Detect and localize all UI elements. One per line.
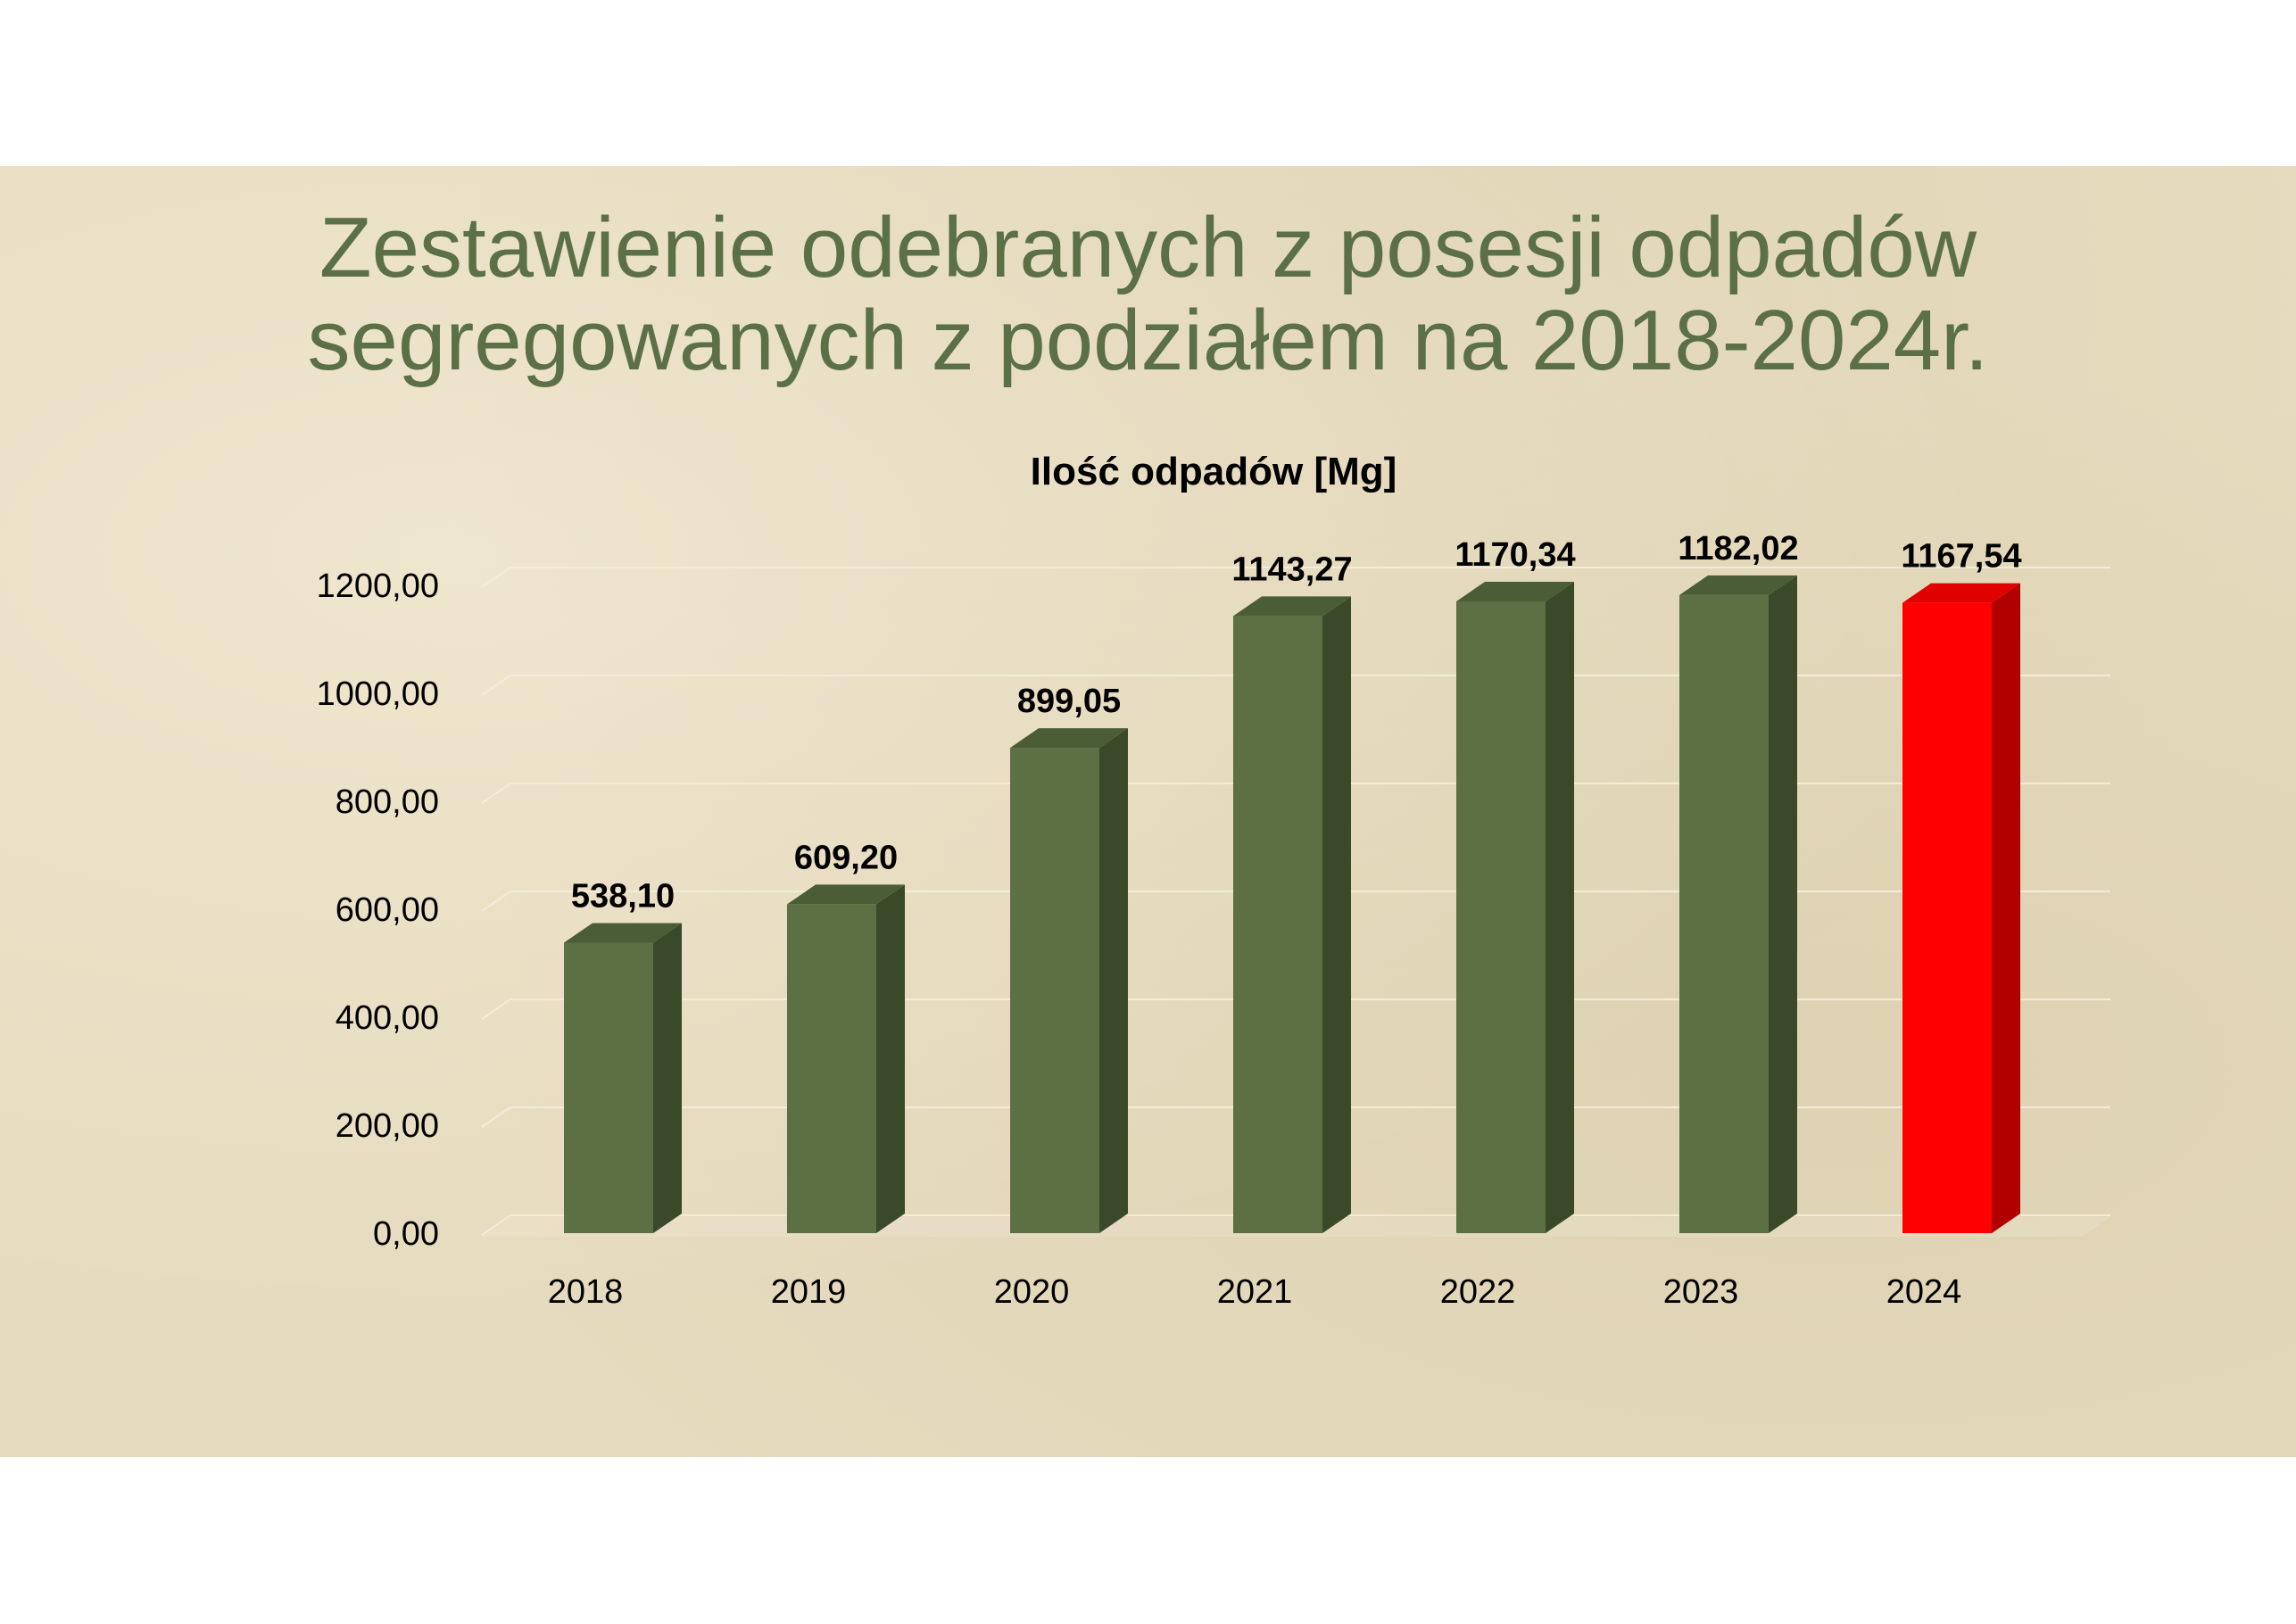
bar-top [1233, 596, 1351, 617]
bar-front [1902, 602, 1992, 1233]
bar-2020 [1010, 728, 1128, 1233]
y-tick-label: 0,00 [373, 1215, 439, 1253]
x-tick-label: 2021 [1217, 1273, 1293, 1311]
data-label: 899,05 [1017, 683, 1121, 720]
chart-data-labels: 538,10 609,20 899,05 1143,27 1170,34 1182,02 1… [571, 530, 2022, 916]
data-label: 1167,54 [1901, 538, 2021, 576]
data-label: 1170,34 [1455, 536, 1575, 574]
bar-2019 [787, 884, 905, 1233]
data-label: 1182,02 [1678, 530, 1798, 568]
bar-side [876, 884, 905, 1233]
bar-2021 [1233, 596, 1351, 1233]
bar-top [1456, 581, 1574, 601]
slide-title-line-2: segregowanych z podziałem na 2018-2024r. [307, 293, 1989, 388]
slide-title: Zestawienie odebranych z posesji odpadów… [0, 202, 2296, 387]
bar-front [1010, 748, 1099, 1233]
bar-side [1322, 596, 1351, 1233]
data-label: 609,20 [794, 839, 898, 876]
bar-2022 [1456, 581, 1574, 1233]
bar-chart: 0,00 200,00 400,00 600,00 800,00 1000,00 1200,… [317, 450, 2110, 1311]
x-tick-label: 2020 [994, 1273, 1070, 1311]
bar-side [1099, 728, 1128, 1233]
chart-bars [564, 575, 2020, 1233]
bar-top [1679, 575, 1797, 595]
y-tick-label: 1000,00 [317, 675, 439, 713]
x-tick-label: 2018 [548, 1273, 624, 1311]
data-label: 538,10 [571, 877, 675, 915]
x-axis-tick-labels: 2018 2019 2020 2021 2022 2023 2024 [548, 1273, 1962, 1311]
data-label: 1143,27 [1231, 551, 1352, 588]
bar-side [1546, 581, 1574, 1233]
bar-front [564, 942, 653, 1233]
x-tick-label: 2024 [1886, 1273, 1962, 1311]
bar-top [787, 884, 905, 905]
gridline [481, 567, 2110, 588]
bar-2018 [564, 923, 682, 1233]
y-tick-label: 200,00 [336, 1107, 439, 1145]
slide-background: Zestawienie odebranych z posesji odpadów… [0, 166, 2296, 1457]
x-tick-label: 2023 [1663, 1273, 1739, 1311]
y-tick-label: 800,00 [336, 783, 439, 821]
chart-title: Ilość odpadów [Mg] [1031, 450, 1397, 493]
slide-title-line-1: Zestawienie odebranych z posesji odpadów [319, 200, 1977, 295]
x-tick-label: 2022 [1440, 1273, 1516, 1311]
bar-side [1769, 575, 1797, 1233]
x-tick-label: 2019 [771, 1273, 847, 1311]
bar-2023 [1679, 575, 1797, 1233]
bar-side [1992, 583, 2020, 1233]
y-axis-tick-labels: 0,00 200,00 400,00 600,00 800,00 1000,00 1200,… [317, 568, 439, 1253]
bar-front [1679, 594, 1769, 1233]
bar-2024 [1902, 583, 2020, 1233]
y-tick-label: 1200,00 [317, 568, 439, 605]
bar-top [1010, 728, 1128, 749]
bar-side [653, 923, 682, 1233]
bar-top [1902, 583, 2020, 603]
bar-front [1233, 616, 1322, 1233]
y-tick-label: 400,00 [336, 999, 439, 1037]
y-tick-label: 600,00 [336, 891, 439, 929]
bar-front [787, 904, 876, 1233]
bar-front [1456, 601, 1546, 1233]
bar-top [564, 923, 682, 943]
